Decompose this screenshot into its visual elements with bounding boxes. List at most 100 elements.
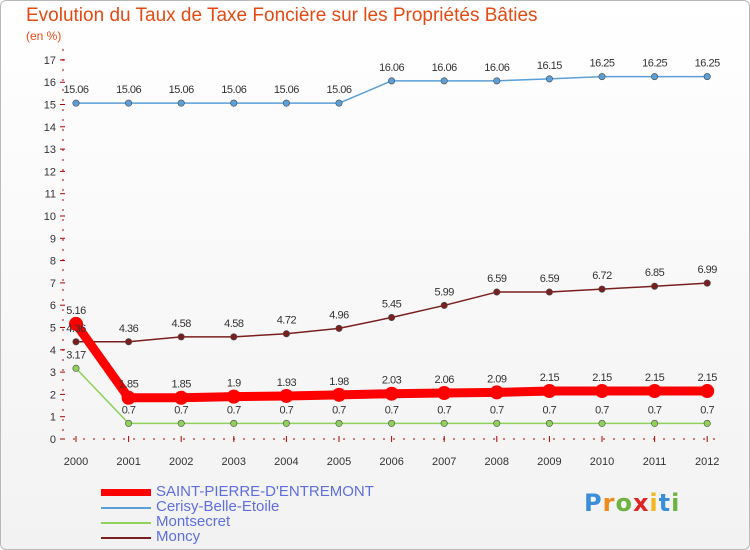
data-label: 0.7 bbox=[648, 404, 662, 416]
y-tick-label: 16 bbox=[44, 77, 56, 89]
series-point-3 bbox=[177, 333, 185, 341]
series-point-2 bbox=[177, 419, 185, 427]
series-point-3 bbox=[282, 330, 290, 338]
data-label: 16.06 bbox=[432, 62, 457, 74]
series-point-0 bbox=[437, 386, 452, 401]
x-tick-label: 2006 bbox=[379, 456, 403, 468]
series-point-0 bbox=[332, 387, 346, 402]
series-point-1 bbox=[651, 73, 659, 81]
x-tick-label: 2012 bbox=[695, 456, 719, 468]
logo-letter: x bbox=[632, 489, 650, 517]
legend-swatch bbox=[101, 507, 151, 509]
logo-letter: o bbox=[615, 489, 633, 517]
y-tick-label: 17 bbox=[44, 55, 56, 67]
data-label: 6.59 bbox=[540, 273, 560, 285]
data-label: 4.36 bbox=[119, 323, 139, 335]
series-point-2 bbox=[545, 419, 553, 427]
legend-label: Cerisy-Belle-Etoile bbox=[156, 498, 280, 515]
x-tick-label: 2003 bbox=[222, 456, 246, 468]
y-tick-label: 0 bbox=[50, 434, 56, 446]
legend-label: SAINT-PIERRE-D'ENTREMONT bbox=[156, 483, 374, 500]
series-point-0 bbox=[647, 384, 662, 399]
series-point-1 bbox=[230, 99, 238, 107]
series-point-2 bbox=[493, 419, 501, 427]
series-point-2 bbox=[125, 419, 133, 427]
x-tick-label: 2005 bbox=[327, 456, 351, 468]
y-tick-label: 9 bbox=[50, 233, 56, 245]
logo-letter: t bbox=[658, 489, 672, 517]
series-point-1 bbox=[125, 99, 133, 107]
x-tick-label: 2011 bbox=[643, 456, 667, 468]
x-tick-label: 2008 bbox=[485, 456, 509, 468]
legend-swatch bbox=[101, 522, 151, 524]
data-label: 4.58 bbox=[224, 318, 244, 330]
data-label: 2.15 bbox=[645, 372, 665, 384]
data-label: 0.7 bbox=[174, 404, 188, 416]
data-label: 2.06 bbox=[434, 374, 454, 386]
data-label: 16.15 bbox=[537, 60, 562, 72]
data-label: 6.72 bbox=[592, 270, 612, 282]
x-tick-label: 2001 bbox=[116, 456, 140, 468]
data-label: 2.03 bbox=[382, 375, 402, 387]
y-tick-label: 13 bbox=[44, 144, 56, 156]
y-tick-label: 7 bbox=[50, 278, 56, 290]
data-label: 6.99 bbox=[697, 264, 717, 276]
data-label: 1.98 bbox=[329, 376, 349, 388]
series-point-3 bbox=[703, 279, 711, 287]
series-point-2 bbox=[282, 419, 290, 427]
series-point-3 bbox=[125, 338, 133, 346]
series-point-1 bbox=[493, 77, 501, 85]
data-label: 0.7 bbox=[490, 404, 504, 416]
x-tick-label: 2009 bbox=[537, 456, 561, 468]
series-point-1 bbox=[703, 73, 711, 81]
data-label: 0.7 bbox=[437, 404, 451, 416]
series-point-1 bbox=[388, 77, 396, 85]
y-tick-label: 6 bbox=[50, 300, 56, 312]
data-label: 6.85 bbox=[645, 267, 665, 279]
data-label: 16.06 bbox=[484, 62, 509, 74]
data-label: 1.93 bbox=[277, 377, 297, 389]
x-tick-label: 2010 bbox=[590, 456, 614, 468]
series-point-3 bbox=[493, 288, 501, 296]
series-point-0 bbox=[174, 390, 189, 405]
series-point-2 bbox=[335, 419, 343, 427]
y-tick-label: 1 bbox=[50, 412, 56, 424]
data-label: 0.7 bbox=[385, 404, 399, 416]
series-point-0 bbox=[226, 389, 241, 404]
data-label: 6.59 bbox=[487, 273, 507, 285]
data-label: 1.9 bbox=[227, 378, 241, 390]
data-label: 15.06 bbox=[116, 84, 141, 96]
series-point-2 bbox=[703, 419, 711, 427]
series-line-3 bbox=[75, 282, 708, 343]
proxiti-logo: Proxiti bbox=[584, 489, 680, 517]
series-point-2 bbox=[440, 419, 448, 427]
y-tick-label: 11 bbox=[45, 189, 56, 201]
y-tick-label: 3 bbox=[50, 367, 56, 379]
x-tick-label: 2002 bbox=[169, 456, 193, 468]
data-label: 2.15 bbox=[592, 372, 612, 384]
y-tick-label: 12 bbox=[44, 166, 56, 178]
series-point-0 bbox=[69, 316, 83, 331]
y-tick-label: 5 bbox=[50, 323, 56, 335]
data-label: 5.45 bbox=[382, 298, 402, 310]
series-point-0 bbox=[121, 390, 136, 405]
series-point-0 bbox=[700, 384, 715, 399]
logo-letter: i bbox=[671, 489, 681, 517]
data-label: 0.7 bbox=[700, 404, 714, 416]
logo-letter: r bbox=[602, 489, 616, 517]
data-label: 16.25 bbox=[589, 58, 614, 70]
data-label: 1.85 bbox=[119, 379, 139, 391]
series-point-0 bbox=[595, 384, 609, 399]
data-label: 2.15 bbox=[697, 372, 717, 384]
series-point-0 bbox=[279, 388, 294, 403]
series-point-2 bbox=[72, 364, 80, 372]
series-point-3 bbox=[651, 282, 659, 290]
x-tick-label: 2004 bbox=[274, 456, 298, 468]
data-label: 5.16 bbox=[66, 305, 86, 317]
series-point-3 bbox=[598, 285, 606, 293]
y-tick-label: 14 bbox=[44, 122, 56, 134]
series-point-1 bbox=[177, 99, 185, 107]
unit-label: (en %) bbox=[26, 29, 62, 43]
